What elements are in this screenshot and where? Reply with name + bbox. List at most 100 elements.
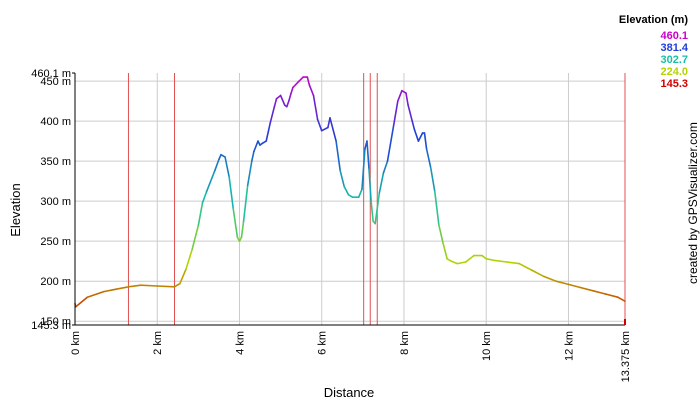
- profile-segment: [530, 269, 545, 278]
- y-tick-label: 400 m: [40, 116, 71, 128]
- x-tick-label: 6 km: [317, 331, 329, 355]
- x-tick-label: 0 km: [70, 331, 82, 355]
- y-extreme-label: 460.1 m: [31, 68, 71, 80]
- profile-segment: [417, 132, 424, 142]
- x-tick-label: 2 km: [152, 331, 164, 355]
- profile-segment: [396, 89, 403, 102]
- profile-segment: [312, 94, 319, 121]
- profile-segment: [366, 140, 370, 170]
- profile-segment: [382, 160, 389, 174]
- profile-segment: [357, 188, 363, 198]
- profile-segment: [191, 224, 200, 250]
- profile-segment: [275, 94, 282, 100]
- profile-segment: [433, 190, 440, 226]
- profile-segment: [173, 282, 181, 288]
- profile-segment: [273, 97, 278, 108]
- profile-segment: [361, 148, 366, 190]
- profile-segment: [290, 86, 294, 95]
- profile-segment: [481, 254, 488, 260]
- profile-segment: [442, 242, 448, 260]
- profile-segment: [493, 259, 508, 263]
- x-tick-label: 8 km: [399, 331, 411, 355]
- y-tick-label: 300 m: [40, 196, 71, 208]
- y-tick-label: 150 m: [40, 316, 71, 328]
- profile-segment: [179, 268, 187, 285]
- y-tick-label: 450 m: [40, 76, 71, 88]
- plot-background: [75, 73, 625, 325]
- profile-segment: [287, 93, 292, 102]
- profile-segment: [201, 190, 208, 204]
- profile-segment: [423, 132, 428, 150]
- profile-segment: [542, 275, 557, 283]
- profile-segment: [343, 186, 350, 196]
- legend-entry: 381.4: [660, 42, 688, 54]
- profile-segment: [306, 76, 311, 86]
- profile-segment: [456, 261, 467, 265]
- profile-segment: [265, 121, 272, 142]
- profile-segment: [616, 296, 626, 303]
- x-tick-label: 4 km: [234, 331, 246, 355]
- axes: [74, 73, 626, 326]
- profile-segment: [335, 140, 342, 172]
- profile-segment: [316, 118, 323, 132]
- profile-segment: [298, 76, 305, 82]
- profile-segment: [86, 290, 105, 299]
- profile-segment: [205, 169, 216, 193]
- legend-entry: 224.0: [660, 66, 688, 78]
- profile-segment: [450, 260, 459, 265]
- x-tick-label: 12 km: [563, 331, 575, 361]
- profile-segment: [405, 92, 409, 106]
- profile-segment: [75, 296, 89, 308]
- profile-segment: [485, 257, 496, 262]
- profile-segment: [339, 169, 346, 188]
- profile-segment: [604, 293, 619, 299]
- x-tick-labels: 0 km 2 km 4 km 6 km 8 km 10 km 12 km 13.375 km: [70, 331, 632, 382]
- legend-entry: 145.3: [660, 78, 688, 90]
- profile-segment: [285, 100, 290, 108]
- profile-segment: [308, 84, 315, 97]
- profile-segment: [115, 285, 130, 291]
- y-tick-label: 350 m: [40, 156, 71, 168]
- profile-segment: [228, 176, 235, 210]
- profile-segment: [579, 286, 594, 292]
- profile-segment: [567, 283, 582, 289]
- profile-segment: [413, 128, 420, 142]
- profile-segment: [392, 100, 399, 126]
- profile-segment: [127, 284, 142, 288]
- profile-segment: [214, 158, 220, 172]
- profile-segment: [407, 104, 414, 122]
- x-axis-label: Distance: [324, 385, 375, 400]
- profile-segment: [555, 280, 570, 286]
- profile-segment: [253, 140, 259, 153]
- profile-segment: [411, 120, 416, 130]
- y-tick-label: 200 m: [40, 276, 71, 288]
- plot-area: [75, 73, 625, 325]
- profile-segment: [269, 105, 276, 124]
- profile-segment: [446, 257, 453, 263]
- profile-segment: [224, 156, 230, 178]
- legend-entry: 302.7: [660, 54, 688, 66]
- profile-segment: [156, 285, 176, 288]
- profile-segment: [374, 192, 381, 225]
- profile-segment: [140, 284, 158, 287]
- profile-segment: [425, 148, 432, 169]
- profile-segment: [251, 150, 255, 162]
- profile-segment: [505, 261, 520, 265]
- profile-segment: [232, 208, 239, 238]
- y-extreme-label: 145.3 m: [31, 320, 71, 332]
- profile-segment: [464, 254, 475, 263]
- x-tick-label: 13.375 km: [620, 331, 632, 382]
- profile-segment: [242, 184, 249, 222]
- profile-segment: [386, 124, 395, 162]
- profile-segment: [279, 94, 286, 106]
- profile-segment: [240, 220, 245, 238]
- legend-entry: 460.1: [660, 30, 688, 42]
- y-tick-labels: 150 m 200 m 250 m 300 m 350 m 400 m 450 m460.1…: [31, 68, 75, 332]
- profile-segment: [429, 166, 436, 193]
- profile-segment: [368, 168, 372, 202]
- credit-text: created by GPSVisualizer.com: [686, 122, 700, 284]
- profile-segment: [370, 200, 374, 222]
- profile-segment: [292, 80, 300, 89]
- profile-segment: [592, 289, 607, 295]
